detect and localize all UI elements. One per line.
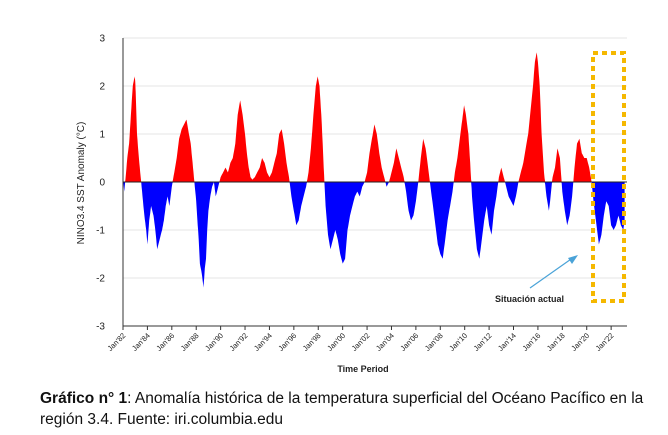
anomaly-area	[123, 52, 625, 288]
x-tick-label: Jan'16	[520, 331, 542, 353]
x-tick-label: Jan'22	[594, 331, 616, 353]
y-tick-label: -3	[96, 322, 105, 333]
x-tick-label: Jan'08	[423, 331, 445, 353]
x-axis-label: Time Period	[337, 364, 388, 374]
negative-anomaly-area	[123, 182, 625, 288]
positive-anomaly-area	[123, 52, 625, 183]
x-tick-label: Jan'84	[130, 331, 152, 353]
x-tick-label: Jan'82	[106, 331, 128, 353]
x-tick-label: Jan'06	[398, 331, 420, 353]
x-tick-label: Jan'94	[252, 331, 274, 353]
x-tick-label: Jan'04	[374, 331, 396, 353]
figure-caption: Gráfico n° 1: Anomalía histórica de la t…	[40, 388, 660, 430]
x-tick-label: Jan'14	[496, 331, 518, 353]
y-tick-label: 1	[99, 130, 105, 141]
annotation-arrowhead	[568, 255, 578, 264]
y-tick-label: 3	[99, 34, 105, 45]
y-tick-label: -1	[96, 226, 105, 237]
current-situation-annotation: Situación actual	[495, 51, 626, 304]
caption-label: Gráfico n° 1	[40, 390, 128, 407]
y-tick-label: 2	[99, 82, 105, 93]
y-tick-label: -2	[96, 274, 105, 285]
annotation-arrow	[529, 256, 575, 289]
caption-text: : Anomalía histórica de la temperatura s…	[40, 390, 644, 428]
x-tick-label: Jan'88	[179, 331, 201, 353]
x-tick-label: Jan'12	[472, 331, 494, 353]
current-situation-box	[591, 51, 626, 303]
x-tick-label: Jan'98	[301, 331, 323, 353]
y-tick-label: 0	[99, 178, 105, 189]
y-axis-label: NINO3.4 SST Anomaly (°C)	[76, 122, 87, 245]
x-tick-label: Jan'86	[154, 331, 176, 353]
x-tick-label: Jan'00	[325, 331, 347, 353]
x-tick-label: Jan'18	[545, 331, 567, 353]
x-tick-label: Jan'10	[447, 331, 469, 353]
x-tick-label: Jan'20	[569, 331, 591, 353]
x-tick-label: Jan'92	[228, 331, 250, 353]
x-tick-label: Jan'02	[350, 331, 372, 353]
annotation-text: Situación actual	[495, 294, 564, 304]
x-tick-label: Jan'96	[276, 331, 298, 353]
x-tick-label: Jan'90	[203, 331, 225, 353]
